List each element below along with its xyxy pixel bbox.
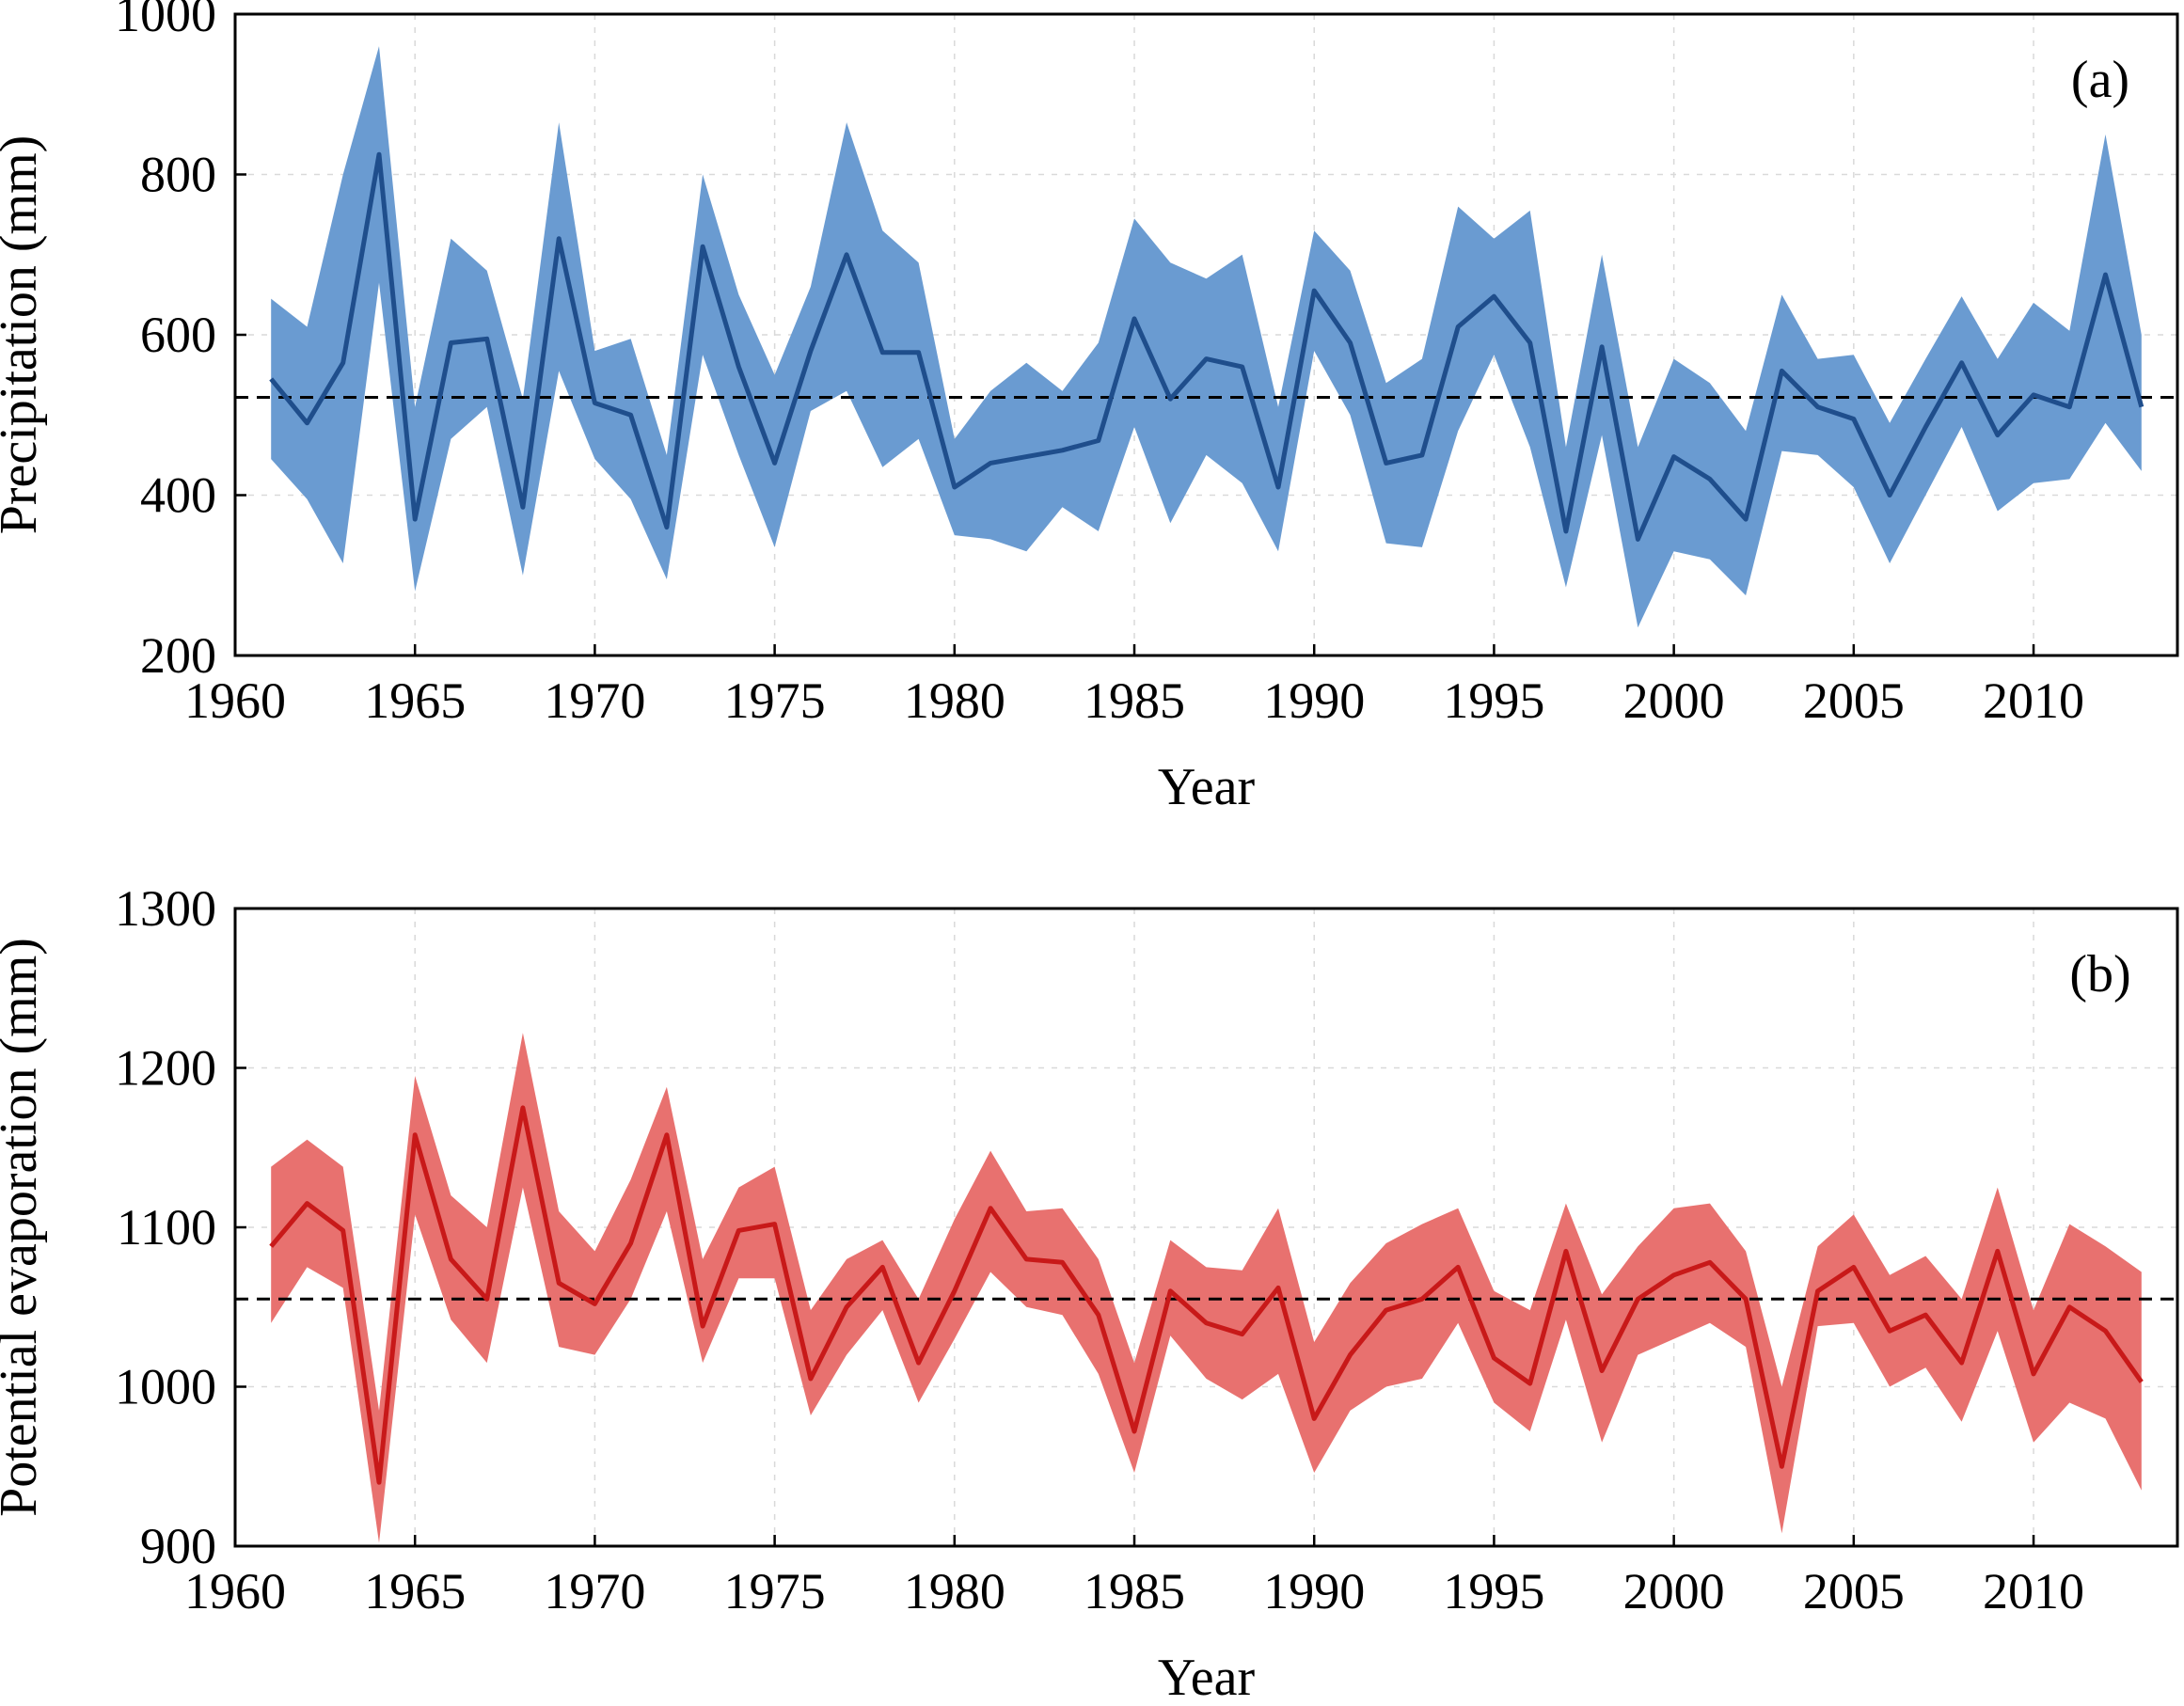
uncertainty-band — [271, 1033, 2142, 1543]
x-tick-label: 1970 — [544, 1563, 645, 1619]
y-tick-label: 1200 — [115, 1040, 216, 1097]
x-tick-label: 1985 — [1084, 672, 1185, 729]
x-tick-label: 2010 — [1983, 672, 2084, 729]
x-tick-label: 1970 — [544, 672, 645, 729]
panel-b-potential-evaporation: 1960 1965 1970 1975 1980 1985 1990 1995 2000 2005… — [0, 880, 2179, 1706]
y-axis-label: Potential evaporation (mm) — [0, 938, 48, 1517]
y-tick-label: 900 — [140, 1518, 216, 1574]
y-axis-label: Precipitation (mm) — [0, 135, 48, 535]
y-tick-label: 400 — [140, 467, 216, 524]
y-tick-label: 200 — [140, 627, 216, 684]
x-axis-label: Year — [1158, 758, 1256, 816]
y-tick-label: 1300 — [115, 880, 216, 937]
x-tick-label: 2010 — [1983, 1563, 2084, 1619]
x-tick-label: 1965 — [364, 1563, 466, 1619]
panel-a-precipitation: 1960 1965 1970 1975 1980 1985 1990 1995 2000 2005… — [0, 0, 2179, 816]
x-tick-label: 2000 — [1623, 1563, 1725, 1619]
y-tick-label: 1000 — [115, 0, 216, 42]
uncertainty-band — [271, 46, 2142, 628]
y-tick-label: 1100 — [117, 1199, 216, 1256]
x-tick-label: 2005 — [1803, 1563, 1905, 1619]
panel-label: (b) — [2069, 945, 2130, 1003]
x-tick-label: 1985 — [1084, 1563, 1185, 1619]
x-axis-label: Year — [1158, 1649, 1256, 1706]
y-tick-label: 800 — [140, 147, 216, 203]
mean-series-line — [269, 1105, 2144, 1485]
x-tick-label: 1960 — [184, 672, 286, 729]
x-tick-label: 1965 — [364, 672, 466, 729]
x-tick-label: 2005 — [1803, 672, 1905, 729]
y-tick-label: 600 — [140, 307, 216, 363]
panel-label: (a) — [2071, 51, 2129, 109]
x-tick-label: 1960 — [184, 1563, 286, 1619]
x-tick-label: 1975 — [724, 672, 826, 729]
x-tick-label: 1980 — [904, 1563, 1005, 1619]
x-tick-label: 1975 — [724, 1563, 826, 1619]
y-tick-label: 1000 — [115, 1359, 216, 1415]
x-tick-label: 1990 — [1263, 672, 1365, 729]
x-tick-label: 2000 — [1623, 672, 1725, 729]
x-tick-label: 1990 — [1263, 1563, 1365, 1619]
mean-series-line — [269, 151, 2144, 542]
x-tick-label: 1980 — [904, 672, 1005, 729]
x-tick-label: 1995 — [1443, 1563, 1544, 1619]
x-tick-label: 1995 — [1443, 672, 1544, 729]
